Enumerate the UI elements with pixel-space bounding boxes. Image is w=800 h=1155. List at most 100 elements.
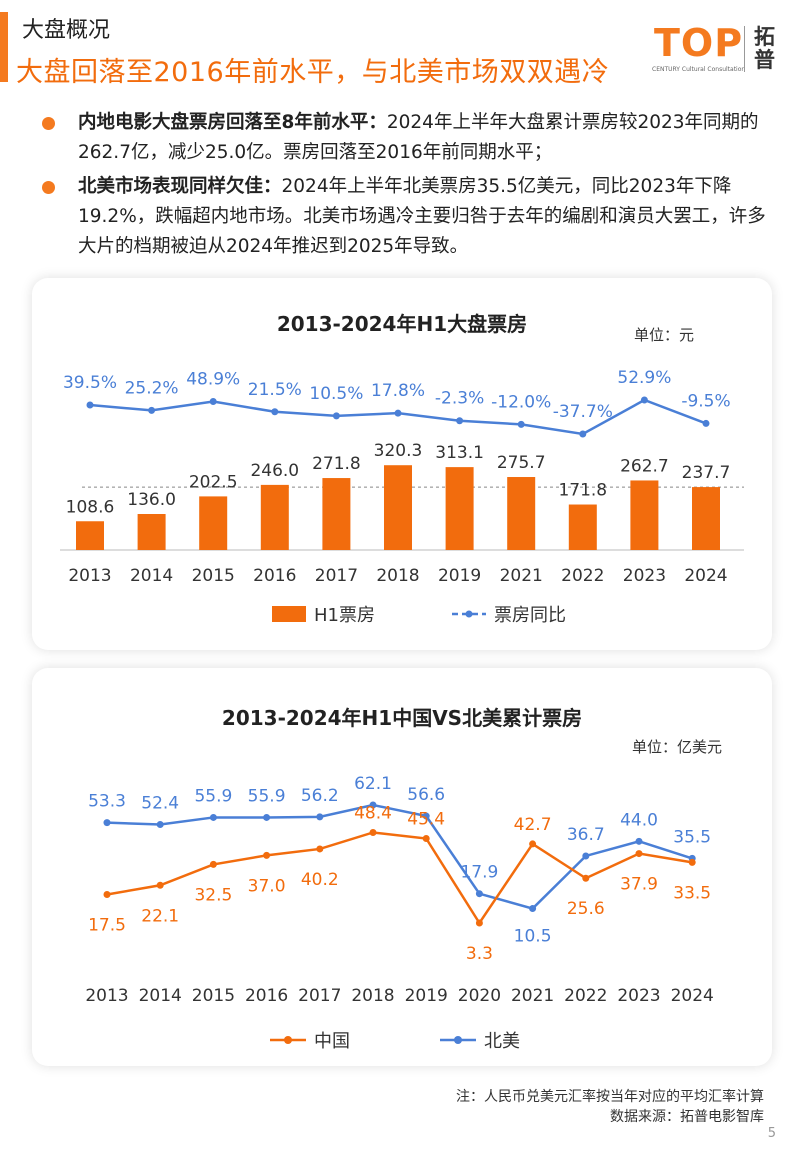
data-point bbox=[209, 813, 217, 821]
data-point bbox=[582, 874, 590, 882]
x-tick-label: 2023 bbox=[623, 566, 666, 586]
x-tick-label: 2016 bbox=[245, 986, 288, 1006]
logo-divider bbox=[744, 26, 745, 72]
bullet-text: 2024年上半年大盘累计票房较2023年同期的262.7亿，减少25.0亿。票房… bbox=[78, 112, 759, 163]
data-source: 数据来源：拓普电影智库 bbox=[610, 1109, 764, 1125]
data-point bbox=[369, 828, 377, 836]
bullet-dot-icon bbox=[42, 181, 55, 194]
bar-data-label: 171.8 bbox=[558, 481, 607, 501]
x-tick-label: 2021 bbox=[500, 566, 543, 586]
brand-logo: TOP CENTURY Cultural Consultation 拓普 bbox=[650, 20, 790, 78]
bar-data-label: 202.5 bbox=[189, 472, 238, 492]
data-label-north-america: 17.9 bbox=[460, 863, 498, 883]
yoy-point bbox=[640, 396, 648, 404]
bullet-item: 北美市场表现同样欠佳：2024年上半年北美票房35.5亿美元，同比2023年下降… bbox=[40, 172, 770, 262]
yoy-point bbox=[332, 412, 340, 420]
data-label-north-america: 52.4 bbox=[141, 793, 179, 813]
yoy-point bbox=[86, 401, 94, 409]
data-label-north-america: 55.9 bbox=[194, 786, 232, 806]
data-point bbox=[103, 819, 111, 827]
x-tick-label: 2019 bbox=[405, 986, 448, 1006]
yoy-data-label: 17.8% bbox=[371, 381, 425, 401]
data-point bbox=[635, 837, 643, 845]
legend-label: 中国 bbox=[314, 1031, 350, 1052]
yoy-point bbox=[209, 398, 217, 406]
x-tick-label: 2015 bbox=[192, 566, 235, 586]
data-label-china: 37.0 bbox=[248, 876, 286, 896]
data-label-china: 17.5 bbox=[88, 916, 126, 936]
data-point bbox=[688, 858, 696, 866]
data-point bbox=[263, 813, 271, 821]
chart-title: 2013-2024年H1大盘票房 bbox=[276, 312, 528, 336]
series-line-china bbox=[106, 831, 693, 926]
data-point bbox=[156, 820, 164, 828]
legend-line-marker bbox=[454, 1036, 462, 1044]
data-label-china: 37.9 bbox=[620, 875, 658, 895]
x-tick-label: 2022 bbox=[561, 566, 604, 586]
yoy-point bbox=[271, 408, 279, 416]
x-tick-label: 2014 bbox=[130, 566, 173, 586]
bar bbox=[76, 521, 104, 550]
data-point bbox=[103, 891, 111, 899]
bar bbox=[199, 496, 228, 550]
data-label-china: 32.5 bbox=[194, 885, 232, 905]
data-point bbox=[475, 890, 483, 898]
data-label-china: 48.4 bbox=[354, 803, 392, 823]
x-tick-label: 2015 bbox=[192, 986, 235, 1006]
data-point bbox=[316, 813, 324, 821]
bullet-dot-icon bbox=[42, 117, 55, 130]
x-tick-label: 2023 bbox=[617, 986, 660, 1006]
x-tick-label: 2017 bbox=[315, 566, 358, 586]
x-tick-label: 2020 bbox=[458, 986, 501, 1006]
data-label-north-america: 44.0 bbox=[620, 810, 658, 830]
data-point bbox=[529, 905, 537, 913]
chart-card-china-vs-na: 2013-2024年H1中国VS北美累计票房 单位：亿美元 53.3 52.4 55… bbox=[32, 668, 772, 1066]
bar bbox=[322, 478, 351, 550]
yoy-point bbox=[579, 430, 587, 438]
legend-line-marker bbox=[284, 1036, 292, 1044]
legend-label: 北美 bbox=[484, 1031, 520, 1052]
data-label-china: 45.4 bbox=[407, 810, 445, 830]
bullet-lead: 北美市场表现同样欠佳： bbox=[78, 176, 282, 197]
bar bbox=[568, 504, 597, 550]
data-label-north-america: 56.6 bbox=[407, 785, 445, 805]
data-point bbox=[263, 851, 271, 859]
x-tick-label: 2018 bbox=[351, 986, 394, 1006]
data-label-china: 40.2 bbox=[301, 870, 339, 890]
bar-data-label: 271.8 bbox=[312, 454, 361, 474]
x-tick-label: 2024 bbox=[671, 986, 714, 1006]
bullet-text: 2024年上半年北美票房35.5亿美元，同比2023年下降19.2%，跌幅超内地… bbox=[78, 176, 766, 257]
data-point bbox=[475, 919, 483, 927]
logo-cn-name: 拓普 bbox=[754, 25, 775, 72]
yoy-data-label: 10.5% bbox=[309, 384, 363, 404]
data-point bbox=[582, 852, 590, 860]
legend-label: H1票房 bbox=[314, 605, 375, 626]
data-label-north-america: 36.7 bbox=[567, 825, 605, 845]
data-label-north-america: 62.1 bbox=[354, 774, 392, 794]
data-point bbox=[422, 835, 430, 843]
x-tick-label: 2019 bbox=[438, 566, 481, 586]
chart-card-box-office: 2013-2024年H1大盘票房 单位：元 108.6 2013 136.0 2014… bbox=[32, 278, 772, 650]
bullet-list: 内地电影大盘票房回落至8年前水平：2024年上半年大盘累计票房较2023年同期的… bbox=[40, 108, 770, 266]
x-tick-label: 2018 bbox=[376, 566, 419, 586]
page-number: 5 bbox=[767, 1126, 776, 1141]
bar-data-label: 320.3 bbox=[374, 441, 423, 461]
bar bbox=[384, 465, 412, 550]
x-tick-label: 2013 bbox=[68, 566, 111, 586]
chart-title: 2013-2024年H1中国VS北美累计票房 bbox=[221, 706, 583, 730]
bar bbox=[445, 467, 474, 550]
chart-unit: 单位：元 bbox=[634, 326, 695, 344]
yoy-data-label: -37.7% bbox=[553, 402, 613, 422]
data-label-china: 25.6 bbox=[567, 899, 605, 919]
data-label-china: 3.3 bbox=[466, 944, 493, 964]
bar-data-label: 246.0 bbox=[250, 461, 299, 481]
data-point bbox=[369, 801, 377, 809]
bar-data-label: 262.7 bbox=[620, 456, 669, 476]
x-tick-label: 2013 bbox=[85, 986, 128, 1006]
bar bbox=[630, 480, 659, 550]
data-label-china: 33.5 bbox=[673, 883, 711, 903]
bar-data-label: 237.7 bbox=[682, 463, 731, 483]
bar-data-label: 108.6 bbox=[66, 497, 115, 517]
logo-wordmark: TOP bbox=[654, 21, 744, 65]
bar-data-label: 275.7 bbox=[497, 453, 546, 473]
